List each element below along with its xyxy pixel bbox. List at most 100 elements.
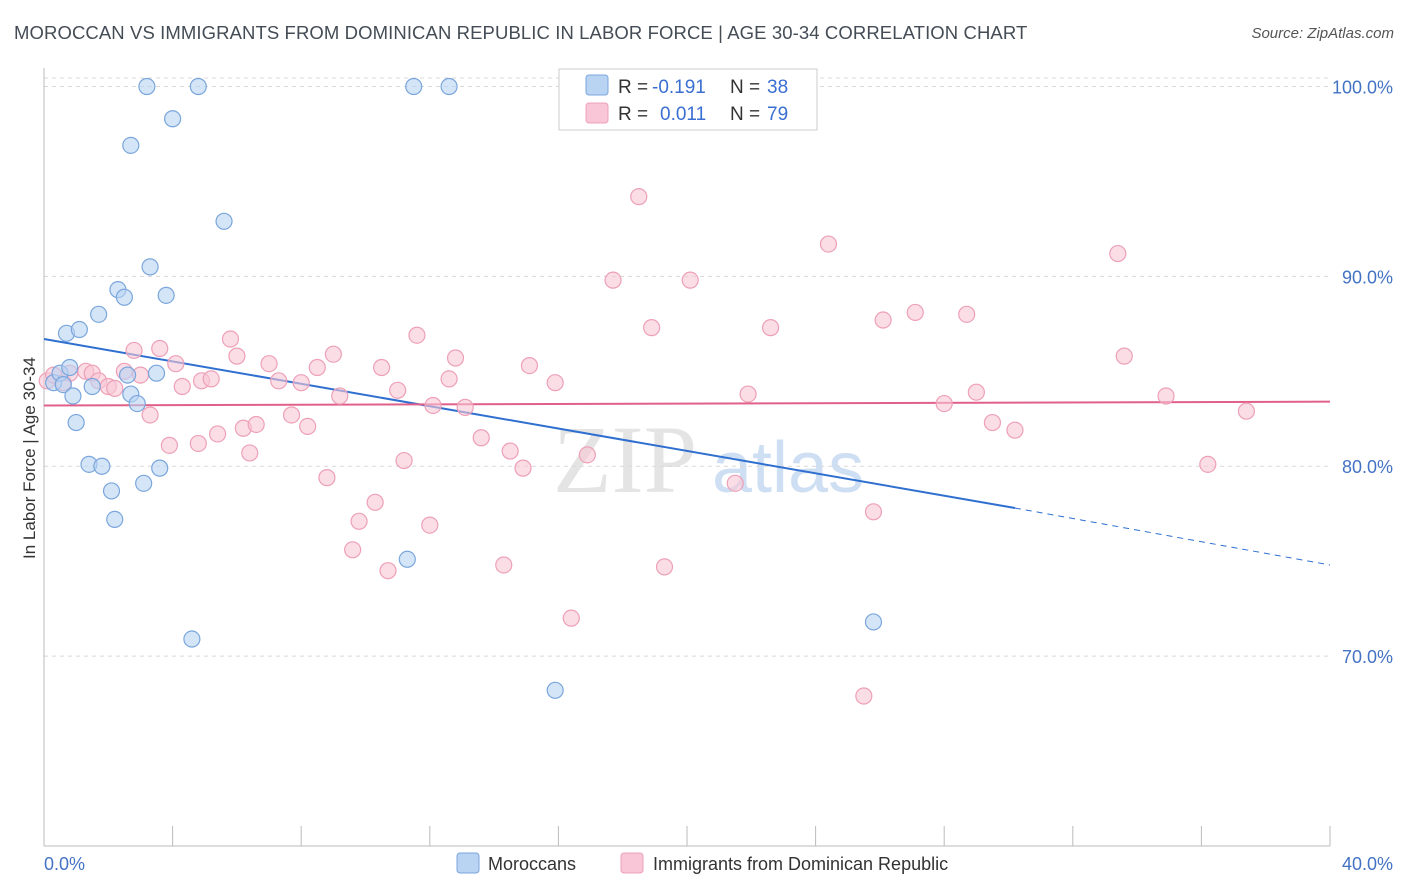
moroccan-point bbox=[405, 77, 423, 96]
watermark: ZIP atlas bbox=[553, 406, 864, 513]
source-credit: Source: ZipAtlas.com bbox=[1251, 25, 1394, 42]
moroccan-point bbox=[141, 258, 159, 276]
dominican-point bbox=[520, 357, 539, 375]
legend-label-moroccans: Moroccans bbox=[488, 854, 576, 874]
dominican-point bbox=[935, 394, 953, 413]
dominican-point bbox=[395, 451, 413, 470]
moroccan-point bbox=[864, 613, 883, 631]
dominican-point bbox=[241, 444, 259, 462]
moroccan-point bbox=[122, 136, 140, 154]
dominican-point bbox=[1109, 244, 1127, 263]
trend-lines bbox=[43, 338, 1331, 566]
dominican-point bbox=[270, 372, 288, 390]
dominican-point bbox=[292, 374, 310, 392]
legend-r-value-1: -0.191 bbox=[652, 77, 706, 98]
dominican-point bbox=[106, 379, 124, 397]
dominican-point bbox=[331, 387, 349, 405]
legend-swatch-dominican bbox=[620, 852, 644, 874]
dominican-point bbox=[282, 406, 301, 424]
y-axis-label: In Labor Force | Age 30-34 bbox=[20, 357, 39, 559]
stats-legend: R = -0.191 N = 38 R = 0.011 N = 79 bbox=[558, 68, 818, 131]
y-tick-label: 90.0% bbox=[1342, 267, 1393, 287]
dominican-trend-line bbox=[43, 400, 1331, 407]
moroccan-point bbox=[189, 77, 207, 96]
chart-title: MOROCCAN VS IMMIGRANTS FROM DOMINICAN RE… bbox=[14, 22, 1028, 43]
dominican-point bbox=[408, 326, 426, 344]
dominican-point bbox=[173, 377, 191, 396]
dominican-point bbox=[739, 385, 757, 403]
dominican-point bbox=[260, 355, 278, 373]
axes bbox=[43, 68, 1331, 847]
dominican-point bbox=[440, 370, 458, 388]
dominican-point bbox=[761, 319, 780, 337]
moroccan-point bbox=[93, 457, 111, 475]
dominican-point bbox=[366, 493, 384, 511]
dominican-point bbox=[424, 396, 442, 415]
dominican-point bbox=[604, 271, 622, 289]
dominican-point bbox=[630, 188, 648, 206]
watermark-zip: ZIP bbox=[553, 406, 697, 513]
moroccan-point bbox=[135, 474, 153, 492]
legend-r-label-2: R = bbox=[618, 104, 648, 125]
x-tick-label-max: 40.0% bbox=[1342, 854, 1393, 874]
moroccan-point bbox=[64, 387, 82, 405]
legend-n-label-2: N = bbox=[730, 104, 760, 125]
moroccan-point bbox=[102, 482, 121, 500]
dominican-point bbox=[1199, 455, 1217, 473]
moroccan-point bbox=[106, 510, 124, 529]
y-tick-labels: 70.0% 80.0% 90.0% 100.0% bbox=[1332, 77, 1393, 667]
dominican-point bbox=[221, 330, 240, 348]
moroccan-point bbox=[440, 77, 458, 96]
moroccan-point bbox=[398, 550, 416, 568]
dominican-point bbox=[1157, 387, 1175, 405]
dominican-point bbox=[643, 319, 661, 337]
dominican-point bbox=[350, 512, 368, 530]
legend-r-label-1: R = bbox=[618, 77, 648, 98]
moroccan-point bbox=[183, 630, 201, 648]
dominican-point bbox=[324, 345, 342, 363]
y-tick-label: 70.0% bbox=[1342, 647, 1393, 667]
dominican-point bbox=[958, 305, 976, 323]
dominican-point bbox=[495, 556, 513, 574]
legend-label-dominican: Immigrants from Dominican Republic bbox=[653, 854, 948, 874]
moroccans-trend-line bbox=[43, 338, 1016, 509]
dominican-point bbox=[1115, 347, 1133, 365]
dominican-point bbox=[318, 469, 336, 487]
moroccan-point bbox=[54, 375, 72, 394]
dominican-point bbox=[308, 358, 326, 377]
moroccan-point bbox=[147, 364, 166, 382]
dominican-point bbox=[202, 370, 220, 388]
dominican-point bbox=[514, 459, 532, 477]
dominican-point bbox=[247, 415, 265, 434]
legend-r-value-2: 0.011 bbox=[660, 104, 706, 125]
moroccan-point bbox=[83, 377, 101, 396]
dominican-point bbox=[189, 434, 207, 453]
dominican-point bbox=[967, 383, 985, 401]
dominican-point bbox=[141, 406, 159, 424]
dominican-point bbox=[562, 609, 580, 627]
moroccan-point bbox=[164, 110, 182, 128]
moroccan-point bbox=[90, 305, 108, 323]
dominican-point bbox=[864, 503, 883, 521]
dominican-point bbox=[125, 341, 143, 360]
dominican-point bbox=[655, 558, 674, 576]
dominican-point bbox=[855, 687, 873, 705]
dominican-points bbox=[38, 188, 1256, 705]
x-tick-labels: 0.0% 40.0% bbox=[44, 854, 1393, 874]
dominican-point bbox=[983, 413, 1002, 432]
dominican-point bbox=[472, 429, 490, 447]
moroccan-point bbox=[157, 286, 175, 304]
dominican-point bbox=[1237, 402, 1256, 420]
legend-n-label-1: N = bbox=[730, 77, 760, 98]
dominican-point bbox=[160, 436, 178, 454]
legend-n-value-1: 38 bbox=[767, 77, 788, 98]
dominican-point bbox=[456, 398, 474, 416]
moroccan-point bbox=[115, 288, 133, 306]
gridlines bbox=[44, 77, 1330, 657]
dominican-point bbox=[151, 339, 169, 358]
moroccan-point bbox=[138, 77, 156, 96]
moroccans-trend-extension bbox=[1014, 507, 1331, 566]
moroccan-point bbox=[67, 413, 85, 432]
dominican-point bbox=[209, 425, 227, 443]
